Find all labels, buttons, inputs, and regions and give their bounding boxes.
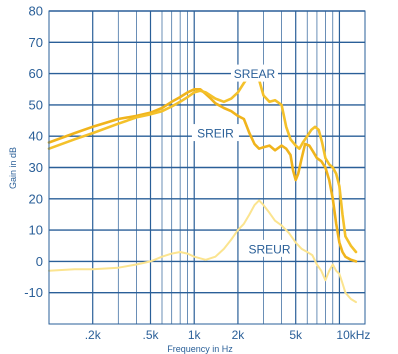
y-tick-label: 80: [29, 4, 43, 19]
tick-labels: 80 70 60 50 40 30 20 10 0 -10 .2k .5k 1k 2k 5k 10kHz: [24, 4, 370, 343]
x-tick-label: 5k: [289, 328, 303, 342]
series-label-sreur: SREUR: [249, 242, 291, 256]
series-label-bg: [230, 64, 278, 82]
x-tick-label: .2k: [85, 328, 102, 342]
x-tick-label: 1k: [188, 328, 202, 342]
series-label-bg: [191, 124, 239, 142]
y-tick-label: 0: [36, 254, 43, 269]
series-label-bg: [246, 239, 294, 257]
series-line-sreir: [47, 88, 358, 263]
y-tick-label: 60: [29, 66, 43, 81]
y-tick-label: 10: [29, 223, 43, 238]
series-line-sreur: [48, 199, 357, 304]
grid: [49, 10, 365, 324]
y-axis-label: Gain in dB: [8, 147, 18, 189]
x-axis-label: Frequency in Hz: [167, 344, 233, 354]
series-labels: SREAR SREIR SREUR: [191, 64, 294, 257]
x-tick-label: .5k: [142, 328, 159, 342]
series-label-srear: SREAR: [234, 67, 276, 81]
y-tick-label: 20: [29, 191, 43, 206]
y-tick-label: 40: [29, 129, 43, 144]
x-tick-label: 10kHz: [336, 328, 370, 342]
series-label-sreir: SREIR: [197, 127, 234, 141]
y-tick-label: 30: [29, 160, 43, 175]
y-tick-label: -10: [24, 285, 43, 300]
series-line-srear: [47, 70, 358, 254]
plot-frame: [48, 10, 366, 325]
y-tick-label: 70: [29, 35, 43, 50]
y-tick-label: 50: [29, 97, 43, 112]
x-tick-label: 2k: [232, 328, 246, 342]
series-layer: [47, 70, 358, 304]
